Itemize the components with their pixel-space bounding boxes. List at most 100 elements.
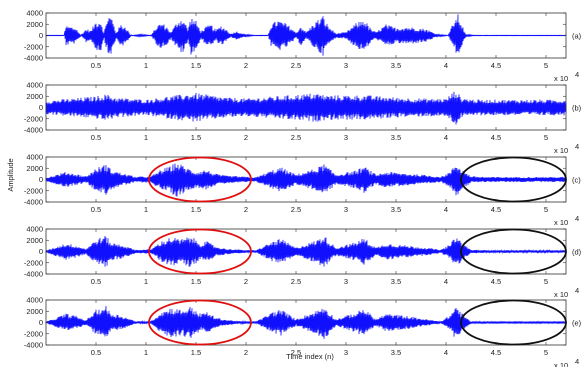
x-tick-label: 3.5 bbox=[391, 61, 401, 70]
annotation-ellipse-1 bbox=[148, 156, 252, 203]
x-tick-label: 0.5 bbox=[91, 277, 101, 286]
panel-label: (e) bbox=[572, 319, 582, 328]
x-tick-label: 4.5 bbox=[491, 205, 501, 214]
x-tick-label: 3 bbox=[344, 348, 348, 357]
y-tick-label: 2000 bbox=[26, 164, 43, 173]
x-tick-label: 2.5 bbox=[291, 205, 301, 214]
annotation-ellipse-4 bbox=[460, 156, 567, 203]
y-tick-label: 2000 bbox=[26, 307, 43, 316]
y-tick-label: 4000 bbox=[26, 81, 43, 90]
x-tick-label: 3 bbox=[344, 61, 348, 70]
panel-5: 4000 2000 0 -2000 -4000 0.5 1 1.5 2 2.5 3 3.5 4 4.5 5x… bbox=[24, 296, 582, 367]
x-tick-label: 1.5 bbox=[191, 205, 201, 214]
x-tick-label: 0.5 bbox=[91, 205, 101, 214]
x-tick-label: 2.5 bbox=[291, 348, 301, 357]
y-tick-label: -4000 bbox=[24, 126, 43, 135]
waveform-3 bbox=[45, 163, 567, 197]
x-tick-label: 5 bbox=[544, 133, 548, 142]
x-tick-label: 5 bbox=[544, 348, 548, 357]
x-tick-label: 0.5 bbox=[91, 348, 101, 357]
y-tick-label: 4000 bbox=[26, 225, 43, 234]
x-tick-label: 2 bbox=[244, 133, 248, 142]
x-tick-label: 2 bbox=[244, 277, 248, 286]
x-tick-label: 3 bbox=[344, 133, 348, 142]
x-multiplier-exponent: 4 bbox=[575, 357, 579, 366]
x-multiplier-label: x 10 bbox=[554, 290, 568, 299]
panel-4: 4000 2000 0 -2000 -4000 0.5 1 1.5 2 2.5 3 3.5 4 4.5 5x… bbox=[24, 225, 582, 300]
x-tick-label: 1 bbox=[144, 133, 148, 142]
x-tick-label: 3.5 bbox=[391, 348, 401, 357]
x-tick-label: 1.5 bbox=[191, 348, 201, 357]
panel-label: (c) bbox=[572, 176, 581, 185]
annotation-ellipse-3 bbox=[148, 299, 252, 346]
y-tick-label: 0 bbox=[39, 247, 43, 256]
panel-label: (a) bbox=[572, 32, 582, 41]
waveform-4 bbox=[45, 236, 567, 267]
x-tick-label: 4 bbox=[444, 348, 448, 357]
y-tick-label: 4000 bbox=[26, 296, 43, 305]
x-multiplier-exponent: 4 bbox=[575, 142, 579, 151]
x-tick-label: 4.5 bbox=[491, 133, 501, 142]
y-tick-label: 4000 bbox=[26, 9, 43, 18]
x-tick-label: 4.5 bbox=[491, 348, 501, 357]
x-tick-label: 2 bbox=[244, 348, 248, 357]
x-tick-label: 4 bbox=[444, 277, 448, 286]
y-tick-label: -2000 bbox=[24, 114, 43, 123]
x-tick-label: 1.5 bbox=[191, 277, 201, 286]
panel-3: 4000 2000 0 -2000 -4000 0.5 1 1.5 2 2.5 3 3.5 4 4.5 5x… bbox=[24, 153, 581, 228]
y-tick-label: 2000 bbox=[26, 236, 43, 245]
panel-2: 4000 2000 0 -2000 -4000 0.5 1 1.5 2 2.5 3 3.5 4 4.5 5x… bbox=[24, 81, 582, 156]
y-tick-label: 0 bbox=[39, 318, 43, 327]
x-tick-label: 5 bbox=[544, 205, 548, 214]
x-tick-label: 1 bbox=[144, 277, 148, 286]
y-tick-label: -4000 bbox=[24, 341, 43, 350]
y-tick-label: -2000 bbox=[24, 186, 43, 195]
x-tick-label: 3.5 bbox=[391, 205, 401, 214]
y-tick-label: -4000 bbox=[24, 270, 43, 279]
x-tick-label: 2.5 bbox=[291, 133, 301, 142]
x-multiplier-exponent: 4 bbox=[575, 214, 579, 223]
x-multiplier-exponent: 4 bbox=[575, 70, 579, 79]
panel-label: (d) bbox=[572, 248, 582, 257]
y-tick-label: -2000 bbox=[24, 258, 43, 267]
x-tick-label: 1.5 bbox=[191, 61, 201, 70]
x-tick-label: 3 bbox=[344, 205, 348, 214]
y-tick-label: -2000 bbox=[24, 42, 43, 51]
panel-1: 4000 2000 0 -2000 -4000 0.5 1 1.5 2 2.5 3 3.5 4 4.5 5x… bbox=[24, 9, 582, 84]
x-tick-label: 2 bbox=[244, 61, 248, 70]
x-axis-title: Time index (n) bbox=[286, 352, 334, 361]
x-tick-label: 5 bbox=[544, 277, 548, 286]
x-tick-label: 3.5 bbox=[391, 277, 401, 286]
x-tick-label: 1 bbox=[144, 61, 148, 70]
waveform-1 bbox=[45, 14, 567, 56]
x-tick-label: 3 bbox=[344, 277, 348, 286]
panel-label: (b) bbox=[572, 104, 582, 113]
y-tick-label: 0 bbox=[39, 175, 43, 184]
y-tick-label: -2000 bbox=[24, 329, 43, 338]
x-tick-label: 4.5 bbox=[491, 61, 501, 70]
waveform-5 bbox=[45, 306, 567, 339]
y-tick-label: -4000 bbox=[24, 198, 43, 207]
y-tick-label: 4000 bbox=[26, 153, 43, 162]
y-axis-title: Amplitude bbox=[6, 158, 15, 191]
y-tick-label: 0 bbox=[39, 31, 43, 40]
x-tick-label: 5 bbox=[544, 61, 548, 70]
x-tick-label: 1 bbox=[144, 348, 148, 357]
y-tick-label: 0 bbox=[39, 103, 43, 112]
x-tick-label: 4.5 bbox=[491, 277, 501, 286]
annotation-ellipse-2 bbox=[148, 228, 252, 275]
x-tick-label: 0.5 bbox=[91, 61, 101, 70]
x-multiplier-label: x 10 bbox=[554, 218, 568, 227]
x-tick-label: 2.5 bbox=[291, 277, 301, 286]
x-multiplier-label: x 10 bbox=[554, 74, 568, 83]
annotation-ellipse-6 bbox=[460, 299, 567, 346]
x-tick-label: 4 bbox=[444, 61, 448, 70]
y-tick-label: -4000 bbox=[24, 54, 43, 63]
x-tick-label: 4 bbox=[444, 133, 448, 142]
x-tick-label: 4 bbox=[444, 205, 448, 214]
y-tick-label: 2000 bbox=[26, 20, 43, 29]
x-multiplier-label: x 10 bbox=[554, 361, 568, 367]
annotation-ellipse-5 bbox=[460, 228, 567, 275]
x-tick-label: 3.5 bbox=[391, 133, 401, 142]
